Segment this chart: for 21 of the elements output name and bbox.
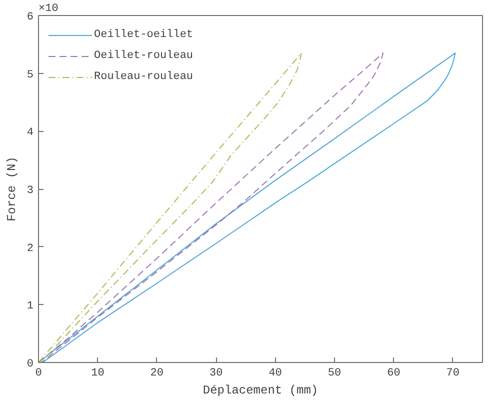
x-tick-label: 20 (150, 368, 164, 380)
y-tick-label: 4 (26, 127, 34, 140)
text: ×10 (38, 3, 58, 15)
x-tick-label: 60 (387, 368, 400, 380)
legend-label: Oeillet-rouleau (94, 50, 194, 62)
y-tick-label: 3 (26, 185, 34, 197)
x-tick-label: 40 (268, 368, 282, 380)
x-tick-label: 10 (91, 368, 104, 380)
y-tick-label: 0 (26, 358, 34, 370)
legend-label: Oeillet-oeillet (94, 29, 194, 41)
legend-label: Rouleau-rouleau (94, 71, 194, 83)
y-axis-title: Force (N) (4, 156, 19, 222)
y-tick-label: 5 (26, 69, 34, 82)
x-tick-label: 30 (210, 368, 223, 380)
y-tick-label: 2 (26, 242, 34, 255)
x-axis-title: Déplacement (mm) (202, 384, 318, 398)
y-tick-label: 6 (26, 12, 34, 24)
x-tick-label: 70 (446, 368, 460, 380)
y-tick-label: 1 (26, 300, 34, 313)
x-tick-label: 0 (35, 368, 42, 380)
x-tick-label: 50 (328, 368, 342, 380)
